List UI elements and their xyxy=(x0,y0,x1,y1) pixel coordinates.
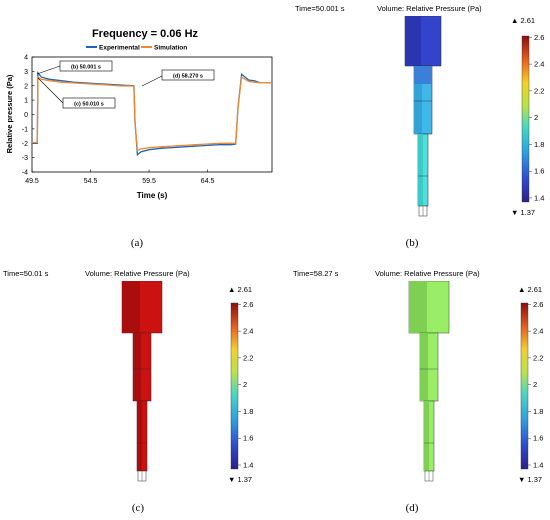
annotation-d: (d) 58.270 s xyxy=(173,74,203,80)
chart-title: Frequency = 0.06 Hz xyxy=(92,28,199,40)
colorbar-tick-label: 2.2 xyxy=(243,353,253,362)
caption-a: (a) xyxy=(130,237,144,249)
panel-c: Time=50.01 s Volume: Relative Pressure (… xyxy=(0,265,275,520)
caption-d: (d) xyxy=(405,502,419,514)
x-axis-label: Time (s) xyxy=(137,191,168,200)
colorbar-tick-label: 2 xyxy=(533,380,537,389)
pipe-model-c xyxy=(121,281,163,482)
colorbar-tick-label: 2.6 xyxy=(533,301,543,309)
annotation-d-box xyxy=(161,69,215,81)
colorbar-tick-label: 1.6 xyxy=(533,434,543,443)
colorbar-tick-label: 2.4 xyxy=(243,327,253,336)
legend-label-experimental: Experimental xyxy=(99,45,140,52)
colorbar-tick-label: 1.4 xyxy=(243,460,253,469)
colorbar-tick-label: 2.2 xyxy=(534,86,544,95)
colorbar-tick-label: 2.4 xyxy=(534,60,544,69)
colorbar-tick-label: 1.6 xyxy=(534,167,544,176)
colorbar-tick-label: 2 xyxy=(534,113,538,122)
colorbar-tick-label: 1.8 xyxy=(243,407,253,416)
panel-b: Time=50.001 s Volume: Relative Pressure … xyxy=(275,0,550,260)
volume-title-d: Volume: Relative Pressure (Pa) xyxy=(375,269,480,278)
min-label-d: ▼ 1.37 xyxy=(518,475,543,484)
annotation-c: (c) 50.010 s xyxy=(74,102,104,108)
y-tick-label: 0 xyxy=(24,112,28,119)
caption-b: (b) xyxy=(405,237,419,249)
pipe-model-b xyxy=(404,16,442,217)
colorbar-tick-label: 2.6 xyxy=(534,34,544,42)
max-label-d: ▲ 2.61 xyxy=(518,285,543,294)
volume-title-b: Volume: Relative Pressure (Pa) xyxy=(377,4,482,13)
min-label-b: ▼ 1.37 xyxy=(511,208,536,217)
time-label-b: Time=50.001 s xyxy=(295,4,345,13)
pressure-chart: Frequency = 0.06 Hz Experimental Simulat… xyxy=(5,28,273,200)
colorbar-tick-label: 1.8 xyxy=(534,140,544,149)
x-tick-label: 64.5 xyxy=(201,178,215,185)
annotation-c-box xyxy=(62,97,116,109)
colorbar-d: 2.6 2.4 2.2 2 1.8 1.6 1.4 xyxy=(520,301,543,469)
colorbar-tick-label: 1.4 xyxy=(533,460,543,469)
legend-label-simulation: Simulation xyxy=(154,45,187,52)
annotation-b-leader xyxy=(36,65,61,75)
panel-a-chart: Frequency = 0.06 Hz Experimental Simulat… xyxy=(0,0,275,249)
colorbar-tick-label: 2 xyxy=(243,380,247,389)
y-tick-label: -3 xyxy=(22,155,28,162)
y-tick-label: 4 xyxy=(24,55,28,62)
x-tick-label: 49.5 xyxy=(25,178,39,185)
colorbar-tick-label: 2.2 xyxy=(533,353,543,362)
caption-c: (c) xyxy=(131,502,145,514)
y-tick-label: 1 xyxy=(24,98,28,105)
max-label-b: ▲ 2.61 xyxy=(511,16,536,25)
pipe-model-d xyxy=(408,281,450,482)
colorbar-tick-label: 1.4 xyxy=(534,193,544,202)
y-tick-label: 2 xyxy=(24,83,28,90)
plot-frame xyxy=(31,56,273,173)
colorbar-c: 2.6 2.4 2.2 2 1.8 1.6 1.4 xyxy=(230,301,253,469)
annotation-b: (b) 50.001 s xyxy=(71,65,101,71)
series-line-simulation xyxy=(32,75,272,152)
panel-d: Time=58.27 s Volume: Relative Pressure (… xyxy=(275,265,550,520)
y-axis-label: Relative pressure (Pa) xyxy=(5,74,14,153)
min-label-c: ▼ 1.37 xyxy=(228,475,253,484)
annotation-b-box xyxy=(59,60,113,72)
colorbar-tick-label: 2.6 xyxy=(243,301,253,309)
colorbar-tick-label: 1.6 xyxy=(243,434,253,443)
y-tick-label: 3 xyxy=(24,69,28,76)
y-tick-label: -4 xyxy=(22,170,28,177)
y-tick-label: -2 xyxy=(22,141,28,148)
x-tick-label: 54.5 xyxy=(84,178,98,185)
max-label-c: ▲ 2.61 xyxy=(228,285,253,294)
y-tick-label: -1 xyxy=(22,126,28,133)
annotation-c-leader xyxy=(37,77,64,104)
volume-title-c: Volume: Relative Pressure (Pa) xyxy=(85,269,190,278)
colorbar-b: 2.6 2.4 2.2 2 1.8 1.6 1.4 xyxy=(521,34,544,202)
colorbar-tick-label: 1.8 xyxy=(533,407,543,416)
time-label-d: Time=58.27 s xyxy=(293,269,339,278)
colorbar-tick-label: 2.4 xyxy=(533,327,543,336)
x-tick-label: 59.5 xyxy=(142,178,156,185)
annotation-d-leader xyxy=(141,75,163,87)
time-label-c: Time=50.01 s xyxy=(3,269,49,278)
